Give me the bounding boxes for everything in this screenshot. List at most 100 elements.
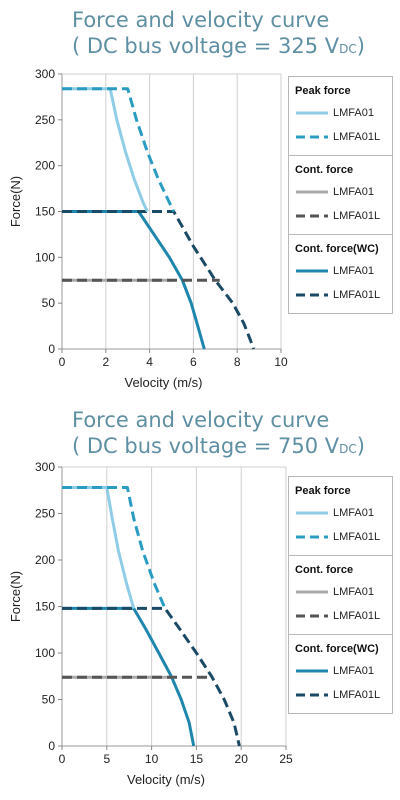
y-tick-label: 250	[35, 507, 55, 521]
legend-group-cont: Cont. force LMFA01 LMFA01L	[289, 555, 392, 634]
series-line-lmfa01l-wc	[62, 606, 241, 747]
series-line-lmfa01-wc	[62, 606, 196, 747]
legend-item-lmfa01l-peak: LMFA01L	[295, 125, 392, 149]
x-tick-label: 15	[190, 752, 204, 766]
legend-label: LMFA01L	[333, 531, 381, 543]
legend-item-lmfa01l-cont: LMFA01L	[295, 204, 392, 228]
legend-group-title: Cont. force(WC)	[295, 243, 379, 255]
y-tick-label: 0	[48, 739, 55, 753]
y-tick-label: 100	[35, 646, 55, 660]
x-tick-label: 2	[102, 355, 109, 369]
y-tick-label: 0	[48, 342, 55, 356]
legend-item-lmfa01-peak: LMFA01	[295, 101, 392, 125]
legend-item-lmfa01l-cont: LMFA01L	[295, 604, 392, 628]
legend-swatch	[296, 511, 328, 515]
y-tick-label: 50	[42, 296, 56, 310]
legend-item-lmfa01-cont: LMFA01	[295, 180, 392, 204]
legend-swatch	[296, 614, 328, 618]
chart-title-close: )	[356, 434, 365, 458]
chart-legend: Peak force LMFA01 LMFA01L Cont. force LM…	[288, 76, 393, 314]
x-tick-label: 0	[59, 355, 66, 369]
legend-swatch	[296, 590, 328, 594]
chart-legend: Peak force LMFA01 LMFA01L Cont. force LM…	[288, 476, 393, 714]
chart-title-voltage: ( DC bus voltage = 750 V	[72, 434, 340, 458]
series-line-lmfa01-peak	[62, 486, 136, 609]
legend-label: LMFA01	[333, 107, 374, 119]
legend-label: LMFA01L	[333, 210, 381, 222]
chart-panel-325v: Force and velocity curve ( DC bus voltag…	[8, 8, 393, 390]
legend-group-cont: Cont. force LMFA01 LMFA01L	[289, 155, 392, 234]
series-line-lmfa01l-peak	[62, 486, 167, 609]
legend-group-title: Cont. force	[295, 564, 354, 576]
chart-title-line1: Force and velocity curve	[72, 408, 330, 432]
y-tick-label: 300	[35, 460, 55, 474]
legend-swatch	[296, 214, 328, 218]
y-axis-label: Force(N)	[8, 571, 23, 622]
legend-label: LMFA01L	[333, 289, 381, 301]
x-tick-label: 4	[146, 355, 153, 369]
legend-item-lmfa01-wc: LMFA01	[295, 659, 392, 683]
y-tick-label: 150	[35, 600, 55, 614]
legend-group-wc: Cont. force(WC) LMFA01 LMFA01L	[289, 634, 392, 713]
legend-item-lmfa01-cont: LMFA01	[295, 580, 392, 604]
chart-title-voltage-subscript: DC	[339, 42, 357, 56]
y-tick-label: 200	[35, 553, 55, 567]
y-axis-label: Force(N)	[8, 176, 23, 227]
y-tick-label: 250	[35, 113, 55, 127]
legend-group-title: Cont. force(WC)	[295, 643, 379, 655]
legend-swatch	[296, 190, 328, 194]
x-tick-label: 20	[235, 752, 249, 766]
legend-item-lmfa01l-wc: LMFA01L	[295, 683, 392, 707]
legend-swatch	[296, 535, 328, 539]
legend-item-lmfa01l-wc: LMFA01L	[295, 283, 392, 307]
legend-group-peak: Peak force LMFA01 LMFA01L	[289, 477, 392, 555]
series-line-lmfa01-peak	[62, 87, 149, 213]
legend-label: LMFA01L	[333, 689, 381, 701]
chart-title-line2: ( DC bus voltage = 750 VDC)	[72, 434, 365, 461]
legend-label: LMFA01L	[333, 131, 381, 143]
series-line-lmfa01l-peak	[62, 87, 176, 213]
legend-item-lmfa01l-peak: LMFA01L	[295, 525, 392, 549]
x-axis-label: Velocity (m/s)	[124, 375, 202, 390]
chart-title-line1: Force and velocity curve	[72, 8, 330, 32]
legend-label: LMFA01L	[333, 610, 381, 622]
force-velocity-chart-325v: 0 50 100 150 200 250 300 0 2 4 6 8 10 Velocity (m/s) F…	[8, 67, 288, 390]
legend-swatch	[296, 293, 328, 297]
legend-label: LMFA01	[333, 665, 374, 677]
x-tick-label: 6	[190, 355, 197, 369]
legend-group-peak: Peak force LMFA01 LMFA01L	[289, 77, 392, 155]
chart-title-close: )	[356, 34, 365, 58]
legend-swatch	[296, 669, 328, 673]
y-tick-label: 100	[35, 250, 55, 264]
x-tick-label: 25	[279, 752, 293, 766]
chart-title-voltage: ( DC bus voltage = 325 V	[72, 34, 340, 58]
y-tick-label: 300	[35, 67, 55, 81]
legend-label: LMFA01	[333, 186, 374, 198]
legend-group-title: Peak force	[295, 85, 351, 97]
legend-group-wc: Cont. force(WC) LMFA01 LMFA01L	[289, 234, 392, 313]
legend-group-title: Peak force	[295, 485, 351, 497]
x-tick-label: 5	[103, 752, 110, 766]
x-tick-label: 10	[274, 355, 288, 369]
legend-label: LMFA01	[333, 265, 374, 277]
legend-swatch	[296, 135, 328, 139]
chart-panel-750v: Force and velocity curve ( DC bus voltag…	[0, 400, 400, 800]
legend-item-lmfa01-wc: LMFA01	[295, 259, 392, 283]
chart-title-line2: ( DC bus voltage = 325 VDC)	[72, 34, 365, 61]
y-tick-label: 150	[35, 205, 55, 219]
series-line-lmfa01l-wc	[62, 210, 256, 350]
force-velocity-chart-750v: 0 50 100 150 200 250 300 0 5 10 15 20 25 Velocity (m/…	[8, 460, 293, 787]
x-axis-label: Velocity (m/s)	[127, 772, 205, 787]
legend-group-title: Cont. force	[295, 164, 354, 176]
chart-title-voltage-subscript: DC	[339, 442, 357, 456]
x-tick-label: 0	[59, 752, 66, 766]
legend-label: LMFA01	[333, 586, 374, 598]
legend-label: LMFA01	[333, 507, 374, 519]
legend-swatch	[296, 111, 328, 115]
x-tick-label: 8	[234, 355, 241, 369]
y-tick-label: 50	[42, 693, 56, 707]
legend-swatch	[296, 269, 328, 273]
x-tick-label: 10	[145, 752, 159, 766]
legend-item-lmfa01-peak: LMFA01	[295, 501, 392, 525]
legend-swatch	[296, 693, 328, 697]
